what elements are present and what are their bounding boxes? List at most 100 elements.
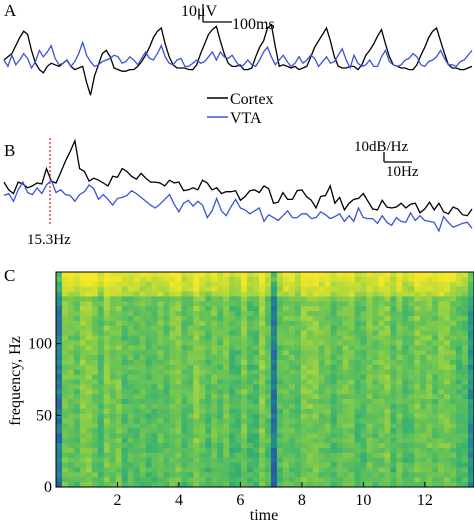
heatmap-cell — [396, 418, 403, 425]
heatmap-cell — [348, 296, 356, 302]
heatmap-cell — [396, 472, 403, 478]
heatmap-cell — [121, 306, 129, 312]
heatmap-cell — [318, 296, 326, 302]
heatmap-cell — [61, 379, 69, 385]
heatmap-cell — [324, 330, 332, 337]
heatmap-cell — [390, 345, 397, 351]
heatmap-cell — [318, 413, 326, 420]
heatmap-cell — [91, 477, 99, 483]
heatmap-cell — [151, 428, 159, 434]
heatmap-cell — [139, 482, 147, 488]
heatmap-cell — [324, 477, 332, 483]
heatmap-cell — [193, 413, 200, 420]
heatmap-cell — [211, 423, 218, 429]
heatmap-cell — [378, 384, 386, 390]
heatmap-cell — [282, 369, 290, 376]
heatmap-cell — [348, 330, 356, 337]
heatmap-cell — [115, 330, 123, 337]
heatmap-cell — [109, 428, 117, 434]
heatmap-cell — [408, 364, 415, 371]
heatmap-cell — [300, 301, 308, 307]
heatmap-cell — [73, 447, 81, 454]
heatmap-cell — [109, 472, 117, 478]
heatmap-cell — [163, 452, 171, 459]
heatmap-cell — [450, 369, 457, 376]
heatmap-cell — [163, 359, 171, 366]
heatmap-cell — [390, 482, 397, 488]
heatmap-cell — [56, 403, 63, 410]
heatmap-cell — [187, 306, 194, 312]
heatmap-cell — [175, 272, 182, 278]
heatmap-cell — [199, 350, 206, 356]
heatmap-cell — [276, 477, 284, 483]
heatmap-cell — [61, 350, 69, 356]
heatmap-cell — [420, 403, 427, 410]
heatmap-cell — [270, 286, 278, 293]
heatmap-cell — [61, 330, 69, 337]
heatmap-cell — [61, 281, 69, 288]
heatmap-cell — [235, 369, 242, 376]
heatmap-cell — [420, 418, 427, 425]
heatmap-cell — [354, 428, 362, 434]
heatmap-cell — [85, 384, 93, 390]
heatmap-cell — [85, 281, 93, 288]
heatmap-cell — [97, 399, 105, 405]
heatmap-cell — [450, 403, 457, 410]
heatmap-cell — [342, 428, 350, 434]
heatmap-cell — [384, 394, 391, 400]
heatmap-cell — [414, 384, 421, 390]
heatmap-cell — [408, 462, 415, 469]
heatmap-cell — [205, 335, 212, 342]
heatmap-cell — [294, 462, 302, 469]
heatmap-cell — [330, 345, 338, 351]
heatmap-cell — [61, 394, 69, 400]
heatmap-cell — [247, 408, 254, 415]
heatmap-cell — [133, 443, 141, 449]
heatmap-cell — [67, 335, 75, 342]
heatmap-cell — [187, 452, 194, 459]
heatmap-cell — [294, 286, 302, 293]
heatmap-cell — [276, 364, 284, 371]
heatmap-cell — [330, 325, 338, 332]
heatmap-cell — [354, 315, 362, 322]
heatmap-cell — [444, 477, 451, 483]
heatmap-cell — [432, 281, 439, 288]
heatmap-cell — [97, 394, 105, 400]
heatmap-cell — [300, 403, 308, 410]
heatmap-cell — [294, 364, 302, 371]
heatmap-cell — [265, 272, 272, 278]
heatmap-cell — [318, 335, 326, 342]
heatmap-cell — [384, 291, 391, 298]
heatmap-cell — [145, 467, 153, 473]
heatmap-cell — [199, 423, 206, 429]
heatmap-cell — [450, 438, 457, 444]
heatmap-cell — [456, 325, 463, 332]
heatmap-cell — [253, 311, 260, 317]
heatmap-cell — [282, 286, 290, 293]
heatmap-cell — [73, 291, 81, 298]
heatmap-cell — [169, 443, 177, 449]
heatmap-cell — [265, 335, 272, 342]
heatmap-cell — [348, 472, 356, 478]
heatmap-cell — [133, 306, 141, 312]
heatmap-cell — [288, 428, 296, 434]
heatmap-cell — [354, 408, 362, 415]
heatmap-cell — [163, 340, 171, 346]
heatmap-cell — [324, 472, 332, 478]
heatmap-cell — [91, 418, 99, 425]
heatmap-cell — [450, 340, 457, 346]
heatmap-cell — [414, 350, 421, 356]
heatmap-cell — [91, 467, 99, 473]
heatmap-cell — [85, 413, 93, 420]
heatmap-cell — [426, 423, 433, 429]
heatmap-cell — [157, 477, 165, 483]
heatmap-cell — [109, 467, 117, 473]
heatmap-cell — [91, 462, 99, 469]
heatmap-cell — [121, 452, 129, 459]
heatmap-cell — [384, 276, 391, 283]
heatmap-cell — [288, 330, 296, 337]
heatmap-cell — [121, 355, 129, 361]
heatmap-cell — [97, 477, 105, 483]
heatmap-cell — [199, 301, 206, 307]
heatmap-cell — [444, 482, 451, 488]
